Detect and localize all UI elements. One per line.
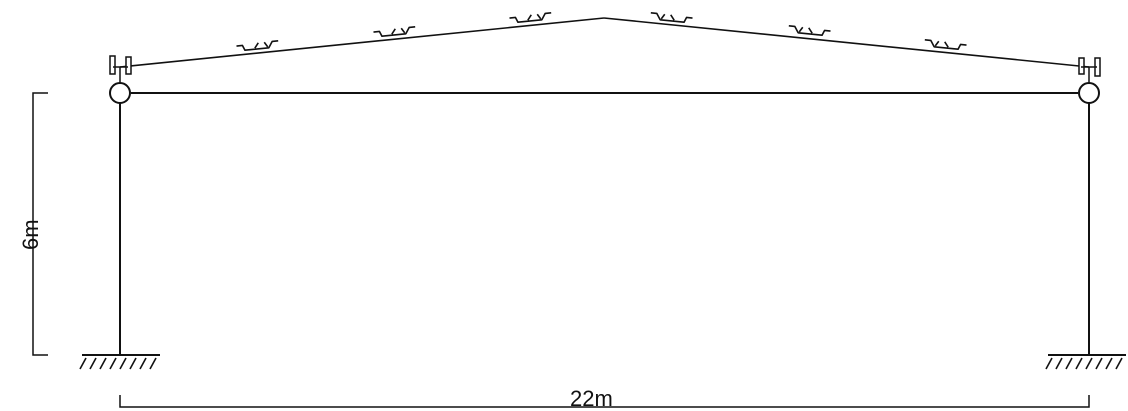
purlin-1 (236, 40, 279, 52)
left-rafter (119, 17, 605, 68)
width-dimension-label: 22m (570, 386, 613, 411)
purlin-4 (650, 12, 693, 24)
purlin-5 (788, 25, 831, 37)
right-fixed-support (1045, 354, 1126, 370)
right-pin-joint (1078, 82, 1100, 104)
width-dimension-line (119, 395, 1090, 408)
right-rafter (603, 17, 1090, 68)
height-dimension-label: 6m (18, 219, 43, 250)
height-dimension-line (32, 92, 48, 356)
right-eave-bracket (1078, 57, 1101, 77)
purlin-6 (924, 39, 967, 51)
left-pin-joint (109, 82, 131, 104)
purlin-3 (509, 12, 552, 24)
left-eave-bracket (109, 55, 132, 75)
left-fixed-support (79, 354, 160, 370)
purlin-2 (373, 26, 416, 38)
